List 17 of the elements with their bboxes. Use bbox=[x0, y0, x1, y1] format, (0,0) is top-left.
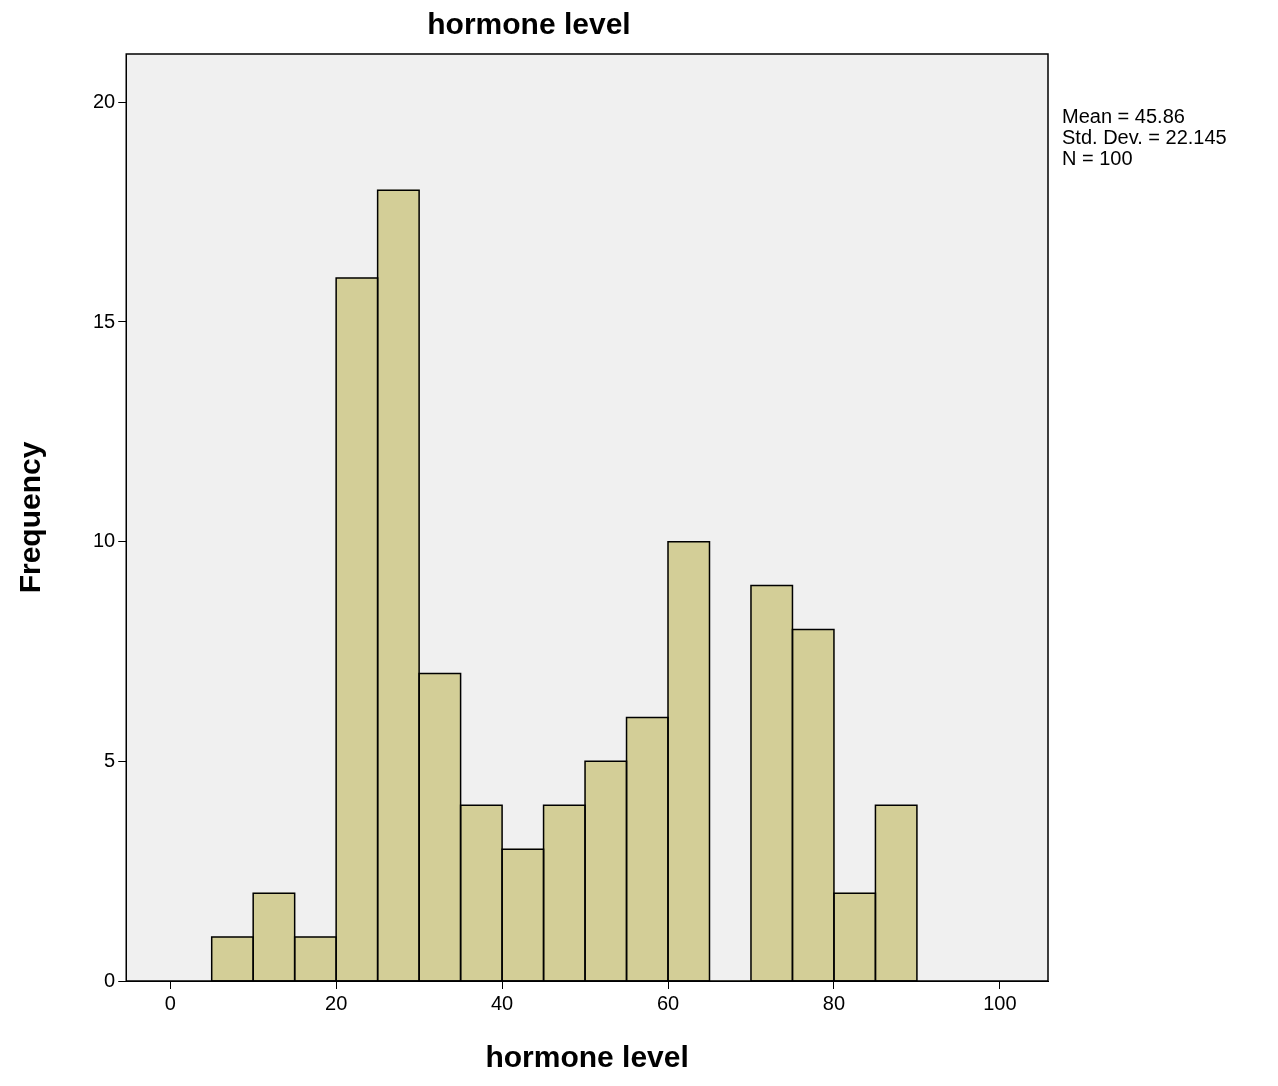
y-tick-label: 10 bbox=[93, 529, 116, 552]
x-tick-label: 20 bbox=[325, 991, 348, 1014]
y-tick-label: 0 bbox=[104, 968, 116, 991]
x-tick-label: 40 bbox=[490, 991, 514, 1014]
text: Mean = 45.86 bbox=[1062, 105, 1186, 127]
x-tick-label: 80 bbox=[822, 991, 846, 1014]
y-axis-title: Frequency bbox=[13, 441, 47, 594]
text: Std. Dev. = 22.145 bbox=[1062, 126, 1227, 148]
x-tick-label: 60 bbox=[656, 991, 680, 1014]
text: N = 100 bbox=[1062, 147, 1134, 169]
chart-title: hormone level bbox=[427, 7, 631, 41]
x-tick-label: 100 bbox=[983, 991, 1017, 1014]
x-axis-title: hormone level bbox=[485, 1040, 689, 1074]
y-tick-label: 15 bbox=[93, 309, 116, 332]
y-tick-label: 5 bbox=[104, 748, 116, 771]
y-tick-label: 20 bbox=[93, 89, 116, 112]
x-tick-label: 0 bbox=[164, 991, 176, 1014]
